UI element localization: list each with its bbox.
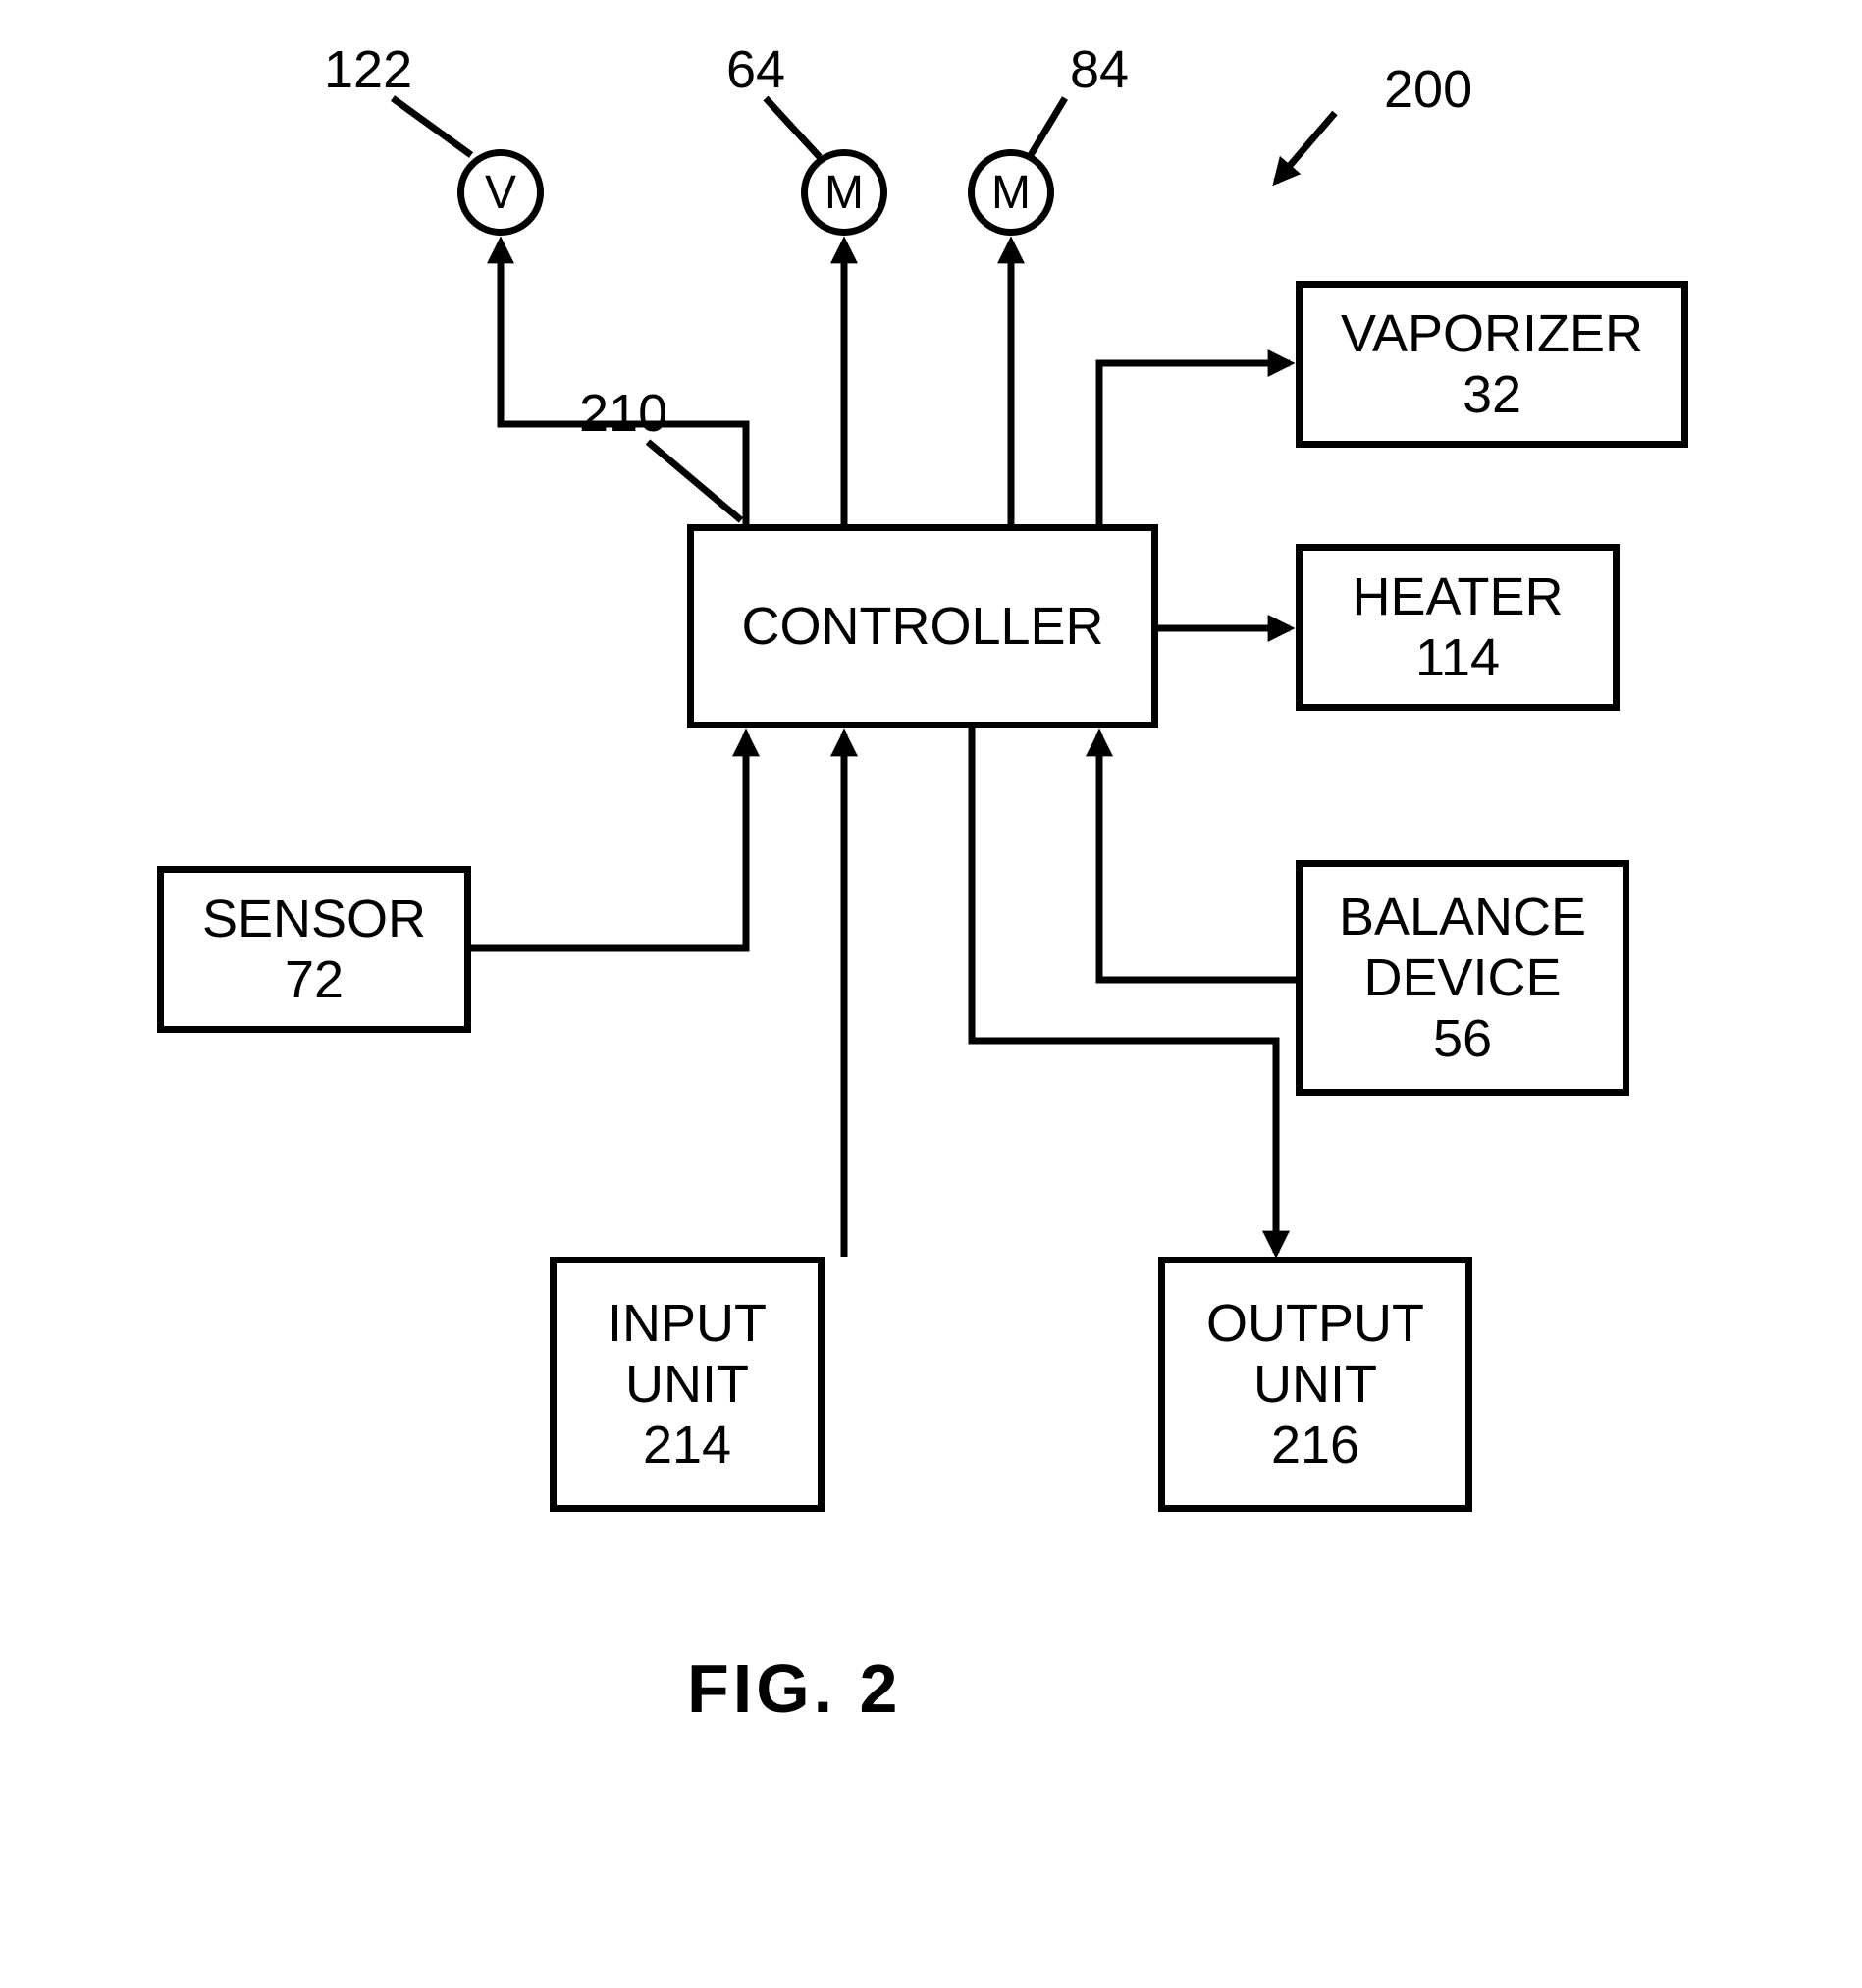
ref-200: 200	[1384, 59, 1472, 120]
sensor-ref: 72	[285, 949, 344, 1010]
output-label-1: OUTPUT	[1206, 1293, 1424, 1354]
controller-label: CONTROLLER	[741, 596, 1103, 657]
output-label-2: UNIT	[1253, 1354, 1377, 1415]
motor-m1-node: M	[801, 149, 887, 236]
balance-label-1: BALANCE	[1339, 887, 1586, 947]
vaporizer-ref: 32	[1463, 364, 1521, 425]
vaporizer-label: VAPORIZER	[1341, 303, 1643, 364]
balance-label-2: DEVICE	[1363, 947, 1561, 1008]
valve-v-node: V	[457, 149, 544, 236]
heater-ref: 114	[1415, 627, 1500, 688]
figure-title: FIG. 2	[687, 1649, 901, 1728]
valve-v-letter: V	[485, 166, 516, 220]
input-unit-box: INPUT UNIT 214	[550, 1257, 825, 1512]
vaporizer-box: VAPORIZER 32	[1296, 281, 1688, 448]
input-label-2: UNIT	[625, 1354, 749, 1415]
sensor-box: SENSOR 72	[157, 866, 471, 1033]
sensor-label: SENSOR	[202, 888, 426, 949]
motor-m1-letter: M	[825, 166, 864, 220]
output-unit-box: OUTPUT UNIT 216	[1158, 1257, 1472, 1512]
input-ref: 214	[643, 1415, 731, 1476]
controller-ref-210: 210	[579, 383, 667, 444]
heater-label: HEATER	[1352, 566, 1563, 627]
motor-m2-node: M	[968, 149, 1054, 236]
ref-122: 122	[324, 39, 412, 100]
ref-64: 64	[726, 39, 785, 100]
output-ref: 216	[1271, 1415, 1359, 1476]
input-label-1: INPUT	[608, 1293, 767, 1354]
ref-84: 84	[1070, 39, 1129, 100]
controller-box: CONTROLLER	[687, 524, 1158, 728]
heater-box: HEATER 114	[1296, 544, 1620, 711]
balance-ref: 56	[1433, 1008, 1492, 1069]
motor-m2-letter: M	[991, 166, 1031, 220]
balance-device-box: BALANCE DEVICE 56	[1296, 860, 1629, 1096]
